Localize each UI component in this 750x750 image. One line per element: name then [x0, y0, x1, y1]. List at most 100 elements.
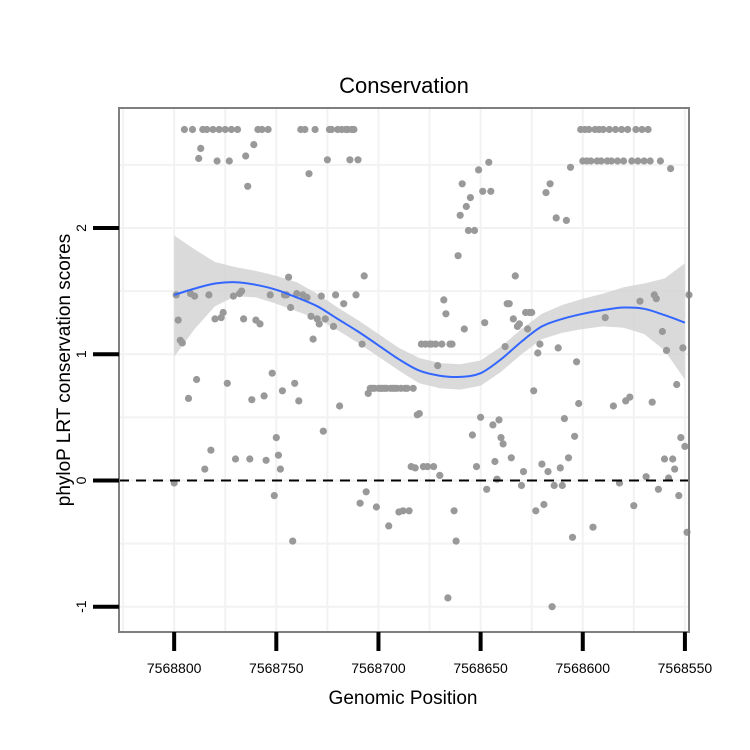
data-point	[644, 125, 652, 134]
data-point	[221, 125, 229, 134]
data-point	[278, 387, 286, 395]
y-axis: -1 0 1 2	[73, 224, 119, 613]
data-point	[258, 125, 266, 134]
data-point	[415, 410, 423, 418]
data-point	[618, 125, 626, 134]
y-axis-title: phyloP LRT conservation scores	[54, 234, 75, 507]
data-point	[571, 432, 579, 440]
data-point	[219, 308, 227, 317]
x-tick-label: 7568650	[453, 660, 508, 676]
data-point	[564, 454, 573, 462]
data-point	[274, 451, 282, 459]
data-point	[444, 594, 452, 602]
data-point	[675, 492, 683, 500]
data-point	[317, 292, 325, 300]
data-point	[611, 125, 620, 134]
data-point	[276, 465, 284, 473]
data-point	[671, 465, 679, 473]
data-point	[477, 413, 485, 421]
data-point	[360, 272, 368, 280]
data-point	[340, 300, 348, 308]
data-point	[315, 320, 323, 328]
data-point	[409, 384, 417, 392]
data-point	[440, 296, 448, 304]
data-point	[566, 163, 575, 171]
data-point	[215, 125, 223, 134]
data-point	[411, 464, 419, 472]
data-point	[464, 226, 472, 235]
data-point	[436, 471, 444, 479]
data-point	[573, 358, 581, 366]
data-point	[403, 384, 411, 392]
data-point	[223, 379, 231, 387]
data-point	[307, 312, 315, 320]
data-point	[385, 522, 393, 530]
data-point	[509, 315, 517, 323]
data-point	[575, 399, 583, 408]
data-point	[233, 125, 242, 134]
data-point	[309, 335, 317, 343]
data-point	[568, 533, 577, 541]
data-point	[630, 502, 638, 510]
data-point	[646, 157, 654, 165]
data-point	[677, 434, 685, 442]
data-point	[511, 272, 519, 280]
data-point	[485, 158, 493, 166]
confidence-band	[174, 235, 685, 390]
data-point	[430, 463, 438, 471]
data-point	[291, 379, 299, 387]
data-point	[201, 465, 209, 473]
data-point	[321, 315, 329, 323]
data-point	[552, 214, 560, 222]
data-point	[454, 252, 462, 260]
data-point	[256, 320, 264, 328]
data-point	[493, 475, 501, 483]
data-point	[662, 346, 671, 354]
data-point	[327, 125, 336, 134]
data-point	[468, 431, 476, 439]
data-point	[405, 507, 413, 515]
x-tick-label: 7568550	[658, 660, 713, 676]
data-point	[362, 488, 370, 496]
data-point	[607, 157, 616, 165]
smooth-line-layer	[173, 281, 686, 379]
data-point	[191, 292, 199, 300]
data-point	[640, 157, 648, 165]
data-point	[266, 291, 274, 299]
data-point	[442, 310, 450, 318]
y-tick-label: -1	[73, 600, 89, 613]
data-point	[438, 340, 446, 348]
data-point	[466, 194, 474, 202]
data-point	[681, 442, 689, 450]
data-point	[519, 468, 528, 476]
data-point	[658, 327, 667, 336]
data-point	[242, 152, 250, 160]
data-point	[497, 434, 505, 442]
data-point	[538, 460, 546, 468]
data-point	[350, 125, 358, 134]
data-point	[203, 125, 211, 134]
data-point	[184, 394, 193, 402]
data-point	[642, 473, 650, 481]
data-point	[329, 322, 338, 330]
x-tick-label: 7568700	[351, 660, 406, 676]
y-tick-label: 0	[73, 476, 89, 484]
data-point	[562, 216, 571, 224]
data-point	[534, 349, 542, 357]
plot-panel-border	[118, 107, 690, 633]
data-point	[669, 455, 677, 463]
data-point	[295, 397, 303, 405]
data-point	[548, 603, 556, 611]
data-point	[262, 456, 270, 464]
data-point	[648, 398, 656, 406]
data-point	[323, 156, 331, 164]
data-point	[532, 507, 540, 515]
data-point	[501, 343, 509, 351]
data-point	[679, 344, 687, 352]
data-point	[460, 325, 468, 333]
data-point	[356, 499, 364, 507]
data-point	[462, 202, 470, 211]
data-point	[244, 182, 252, 190]
chart-title: Conservation	[339, 73, 469, 98]
x-axis: 7568800 7568750 7568700 7568650 7568600 75685…	[147, 632, 712, 676]
